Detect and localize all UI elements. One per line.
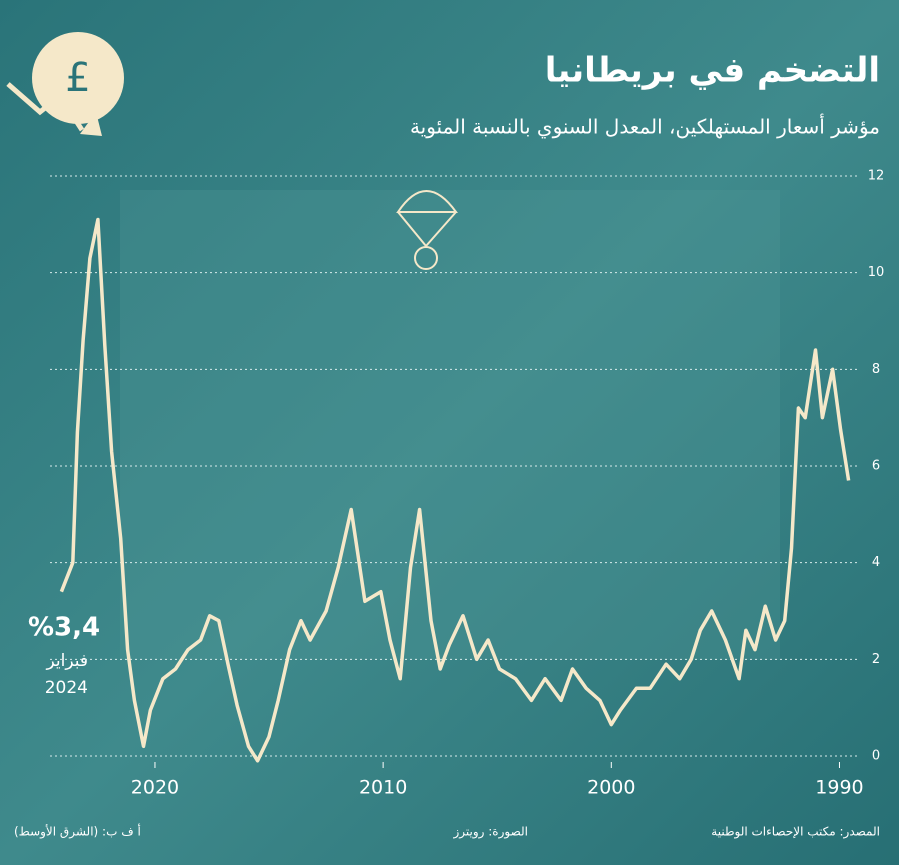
annotation-month: فبراير xyxy=(46,651,88,671)
photo-credit: الصورة: رويترز xyxy=(452,825,528,840)
chart-subtitle: مؤشر أسعار المستهلكين، المعدل السنوي بال… xyxy=(410,114,880,140)
chart-title: التضخم في بريطانيا xyxy=(545,51,880,91)
infographic: £ التضخم في بريطانيا مؤشر أسعار المستهلك… xyxy=(0,0,899,865)
annotation-year: 2024 xyxy=(45,678,88,698)
y-tick-label: 2 xyxy=(872,652,880,667)
photo-overlay xyxy=(120,190,780,660)
svg-text:£: £ xyxy=(65,55,90,101)
y-tick-label: 0 xyxy=(872,749,880,764)
y-tick-label: 12 xyxy=(868,169,885,184)
x-tick-label: 1990 xyxy=(815,777,863,799)
x-tick-label: 2010 xyxy=(359,777,407,799)
annotation-value: %3,4 xyxy=(28,613,100,643)
y-tick-label: 6 xyxy=(872,459,880,474)
y-tick-label: 8 xyxy=(872,362,880,377)
agency: أ ف ب: (الشرق الأوسط) xyxy=(14,824,141,840)
y-tick-label: 10 xyxy=(868,265,885,280)
source: المصدر: مكتب الإحصاءات الوطنية xyxy=(711,825,880,840)
y-tick-label: 4 xyxy=(872,555,880,570)
x-tick-label: 2000 xyxy=(587,777,635,799)
x-tick-label: 2020 xyxy=(131,777,179,799)
